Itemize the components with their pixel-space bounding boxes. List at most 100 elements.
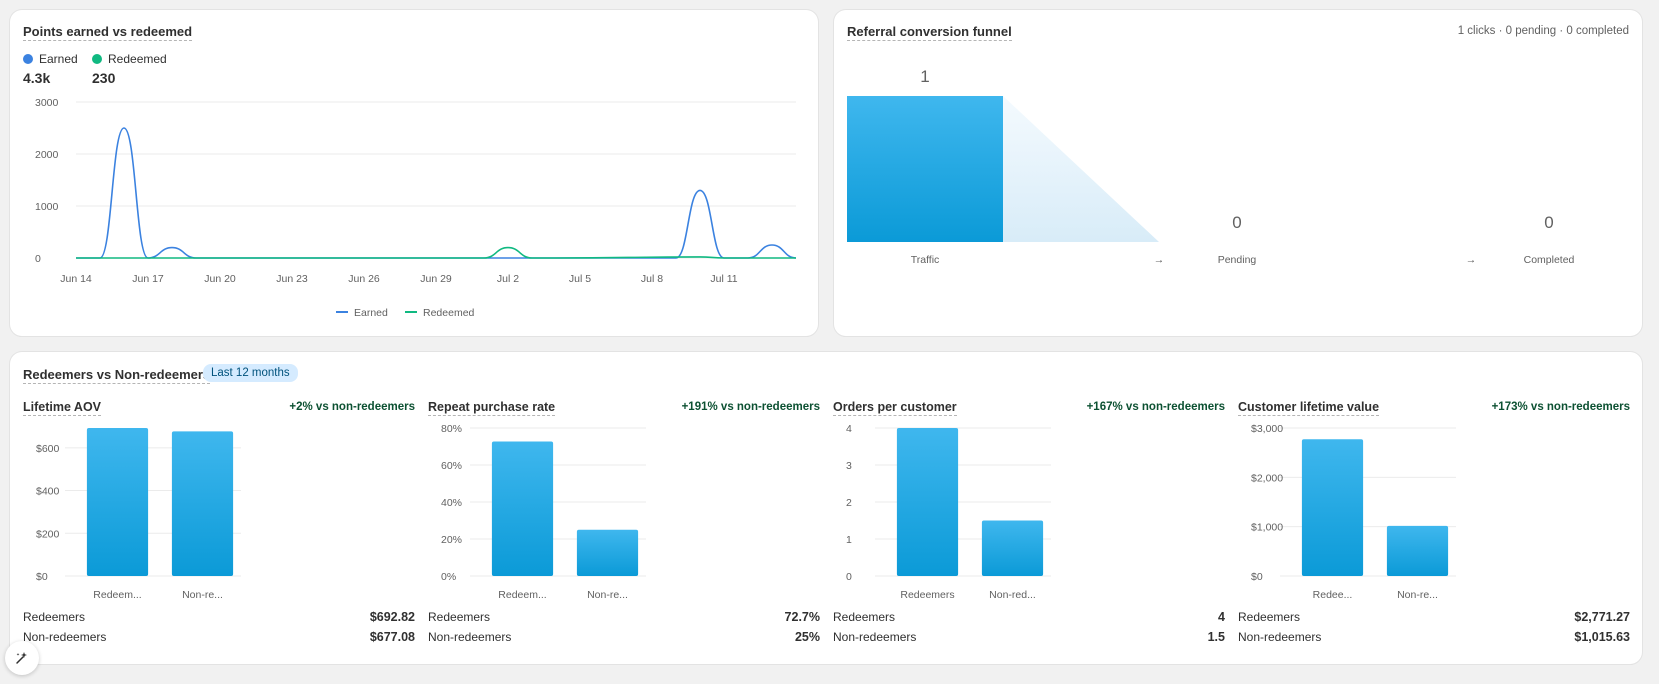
funnel-value: 0 — [1544, 213, 1553, 232]
y-tick-label: $3,000 — [1251, 423, 1283, 435]
funnel-chart: 1 Traffic → 0 Pending → 0 Completed — [847, 67, 1575, 266]
earned-dot-icon — [23, 54, 33, 64]
repeat-purchase-chart: 0% 20% 40% 60% 80% Redeem... Non-re... — [441, 423, 646, 601]
row-value: $677.08 — [369, 630, 415, 644]
y-tick-label: 0% — [441, 571, 456, 583]
x-tick-label: Redeem... — [498, 589, 546, 601]
y-tick-label: $400 — [36, 486, 60, 498]
row-value: 4 — [1218, 610, 1225, 624]
x-tick-label: Non-re... — [1397, 589, 1438, 601]
x-tick-label: Jul 2 — [497, 273, 519, 285]
bar-redeemers — [896, 428, 959, 576]
x-tick-label: Jul 11 — [710, 273, 737, 285]
series-line-redeemed — [76, 246, 796, 259]
panel-delta: +167% vs non-redeemers — [1086, 401, 1225, 413]
y-tick-label: $2,000 — [1251, 472, 1283, 484]
panel-delta: +2% vs non-redeemers — [289, 401, 415, 413]
points-line-chart: 0 1000 2000 3000 Jun 14 Jun 17 Jun 20 Jun 23 Jun… — [35, 97, 797, 319]
x-tick-label: Jul 5 — [569, 273, 591, 285]
y-tick-label: 2 — [846, 497, 852, 509]
y-tick-label: $200 — [36, 528, 60, 540]
redeemed-dot-icon — [92, 54, 102, 64]
y-tick-label: 3 — [846, 460, 852, 472]
y-tick-label: 4 — [846, 423, 852, 435]
bar-redeemers — [86, 428, 149, 576]
panel-lifetime-aov: Lifetime AOV +2% vs non-redeemers $0 $200… — [23, 400, 415, 684]
row-value: $692.82 — [369, 610, 415, 624]
row-label: Redeemers — [23, 610, 86, 624]
x-tick-label: Redee... — [1313, 589, 1353, 601]
x-tick-label: Non-re... — [182, 589, 223, 601]
redeemers-card: Redeemers vs Non-redeemers Last 12 month… — [10, 352, 1642, 664]
orders-per-customer-chart: 0 1 2 3 4 Redeemers Non-red... — [846, 423, 1051, 601]
earned-total: 4.3k — [23, 70, 51, 86]
points-card: Points earned vs redeemed Earned 4.3k Re… — [10, 10, 818, 336]
legend-earned[interactable]: Earned — [23, 52, 78, 66]
x-tick-label: Redeem... — [93, 589, 141, 601]
row-label: Redeemers — [428, 610, 491, 624]
row-label: Redeemers — [1238, 610, 1301, 624]
series-line-earned — [76, 127, 797, 259]
funnel-dropoff — [1003, 96, 1159, 242]
x-tick-label: Non-re... — [587, 589, 628, 601]
panel-title: Repeat purchase rate — [428, 400, 556, 416]
bar-redeemers — [491, 441, 554, 576]
lifetime-aov-chart: $0 $200 $400 $600 Redeem... Non-re... — [36, 428, 241, 601]
funnel-arrow: → — [1466, 254, 1477, 266]
y-tick-label: 40% — [441, 497, 462, 509]
x-tick-label: Jun 29 — [420, 273, 452, 285]
x-tick-label: Jun 17 — [132, 273, 164, 285]
y-tick-label: 80% — [441, 423, 462, 435]
row-label: Non-redeemers — [428, 630, 512, 644]
bar-redeemers — [1301, 439, 1364, 576]
panel-repeat-purchase-rate: Repeat purchase rate +191% vs non-redeem… — [428, 400, 820, 684]
y-tick-label: $0 — [1251, 571, 1263, 583]
x-tick-label: Jun 26 — [348, 273, 380, 285]
funnel-value: 1 — [920, 67, 929, 86]
legend-redeemed[interactable]: Redeemed — [92, 52, 167, 66]
funnel-card: Referral conversion funnel 1 clicks · 0 … — [834, 10, 1642, 336]
bar-non-redeemers — [576, 529, 639, 576]
funnel-stage-label: Pending — [1218, 254, 1257, 266]
bar-non-redeemers — [1386, 525, 1449, 576]
y-tick-label: 0 — [846, 571, 852, 583]
row-value: 1.5 — [1207, 630, 1225, 644]
y-tick-label: 3000 — [35, 97, 59, 109]
row-label: Non-redeemers — [833, 630, 917, 644]
row-label: Non-redeemers — [1238, 630, 1322, 644]
row-label: Redeemers — [833, 610, 896, 624]
y-tick-label: $0 — [36, 571, 48, 583]
legend-redeemed-label: Redeemed — [108, 52, 167, 66]
x-tick-label: Non-red... — [989, 589, 1036, 601]
sparkle-icon — [16, 652, 27, 664]
row-value: 25% — [794, 630, 820, 644]
row-value: $1,015.63 — [1574, 630, 1630, 644]
y-tick-label: 60% — [441, 460, 462, 472]
redeemed-total: 230 — [92, 70, 116, 86]
y-tick-label: 1000 — [35, 201, 59, 213]
y-tick-label: 1 — [846, 534, 852, 546]
funnel-arrow: → — [1154, 254, 1165, 266]
panel-title: Orders per customer — [833, 400, 957, 416]
card-title: Referral conversion funnel — [847, 24, 1012, 41]
x-tick-label: Redeemers — [900, 589, 954, 601]
x-tick-label: Jun 14 — [60, 273, 92, 285]
y-tick-label: 20% — [441, 534, 462, 546]
assistant-button[interactable] — [5, 641, 39, 675]
row-label: Non-redeemers — [23, 630, 107, 644]
x-tick-label: Jul 8 — [641, 273, 663, 285]
funnel-summary: 1 clicks · 0 pending · 0 completed — [1457, 25, 1629, 37]
legend-earned-label: Earned — [39, 52, 78, 66]
row-value: $2,771.27 — [1574, 610, 1630, 624]
bar-non-redeemers — [171, 431, 234, 576]
funnel-stage-label: Traffic — [911, 254, 940, 266]
panel-title: Lifetime AOV — [23, 400, 102, 416]
funnel-bar — [847, 96, 1003, 242]
period-badge: Last 12 months — [203, 364, 298, 382]
y-tick-label: 0 — [35, 253, 41, 265]
x-tick-label: Jun 23 — [276, 273, 308, 285]
funnel-value: 0 — [1232, 213, 1241, 232]
panel-customer-lifetime-value: Customer lifetime value +173% vs non-red… — [1238, 400, 1630, 684]
y-tick-label: $600 — [36, 443, 60, 455]
panel-title: Customer lifetime value — [1238, 400, 1380, 416]
